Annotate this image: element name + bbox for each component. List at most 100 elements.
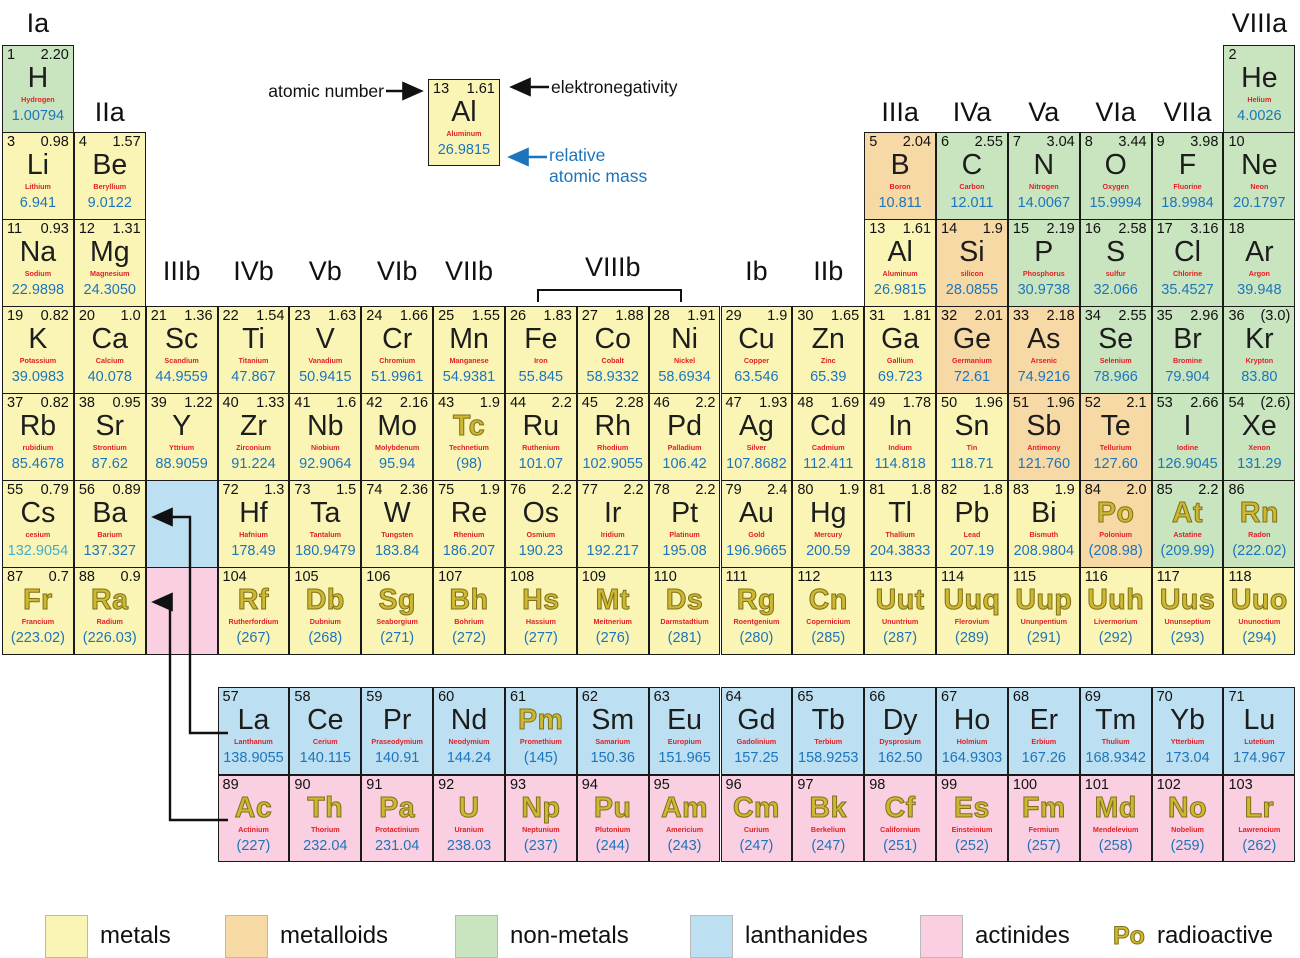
element-name: sulfur: [1105, 269, 1126, 278]
element-name: Iridium: [600, 530, 625, 539]
element-cell-Si: 14 1.9 Si silicon 28.0855: [936, 219, 1008, 307]
atomic-mass: (243): [667, 837, 702, 854]
element-symbol: N: [1033, 149, 1055, 181]
element-symbol: Te: [1100, 410, 1131, 442]
atomic-mass: 150.36: [590, 750, 635, 766]
element-cell-Cl: 17 3.16 Cl Chlorine 35.4527: [1151, 219, 1224, 307]
element-name: Zirconium: [236, 443, 271, 452]
element-name: Phosphorus: [1022, 269, 1065, 278]
element-name: Helium: [1247, 95, 1272, 104]
electronegativity: 2.36: [399, 482, 429, 498]
relative-atomic-mass-line1: relative: [549, 145, 606, 165]
element-name: Iron: [534, 356, 548, 365]
element-cell-Fm: 100 Fm Fermium (257): [1007, 774, 1080, 862]
cell-header-row: 69: [1081, 688, 1151, 705]
element-name: Palladium: [667, 443, 702, 452]
electronegativity: 2.19: [1046, 221, 1075, 237]
cell-header-row: 33 2.18: [1009, 307, 1079, 324]
cell-header-row: 105: [290, 568, 360, 585]
atomic-mass: 26.9815: [873, 282, 927, 298]
atomic-mass: 18.9984: [1161, 195, 1214, 211]
element-symbol: V: [315, 323, 335, 355]
electronegativity: 1.61: [466, 80, 495, 97]
element-name: rubidium: [22, 443, 54, 452]
cell-header-row: 1 2.20: [3, 46, 73, 63]
element-name: Bohrium: [454, 617, 484, 626]
element-symbol: Ne: [1241, 149, 1278, 181]
cell-header-row: 97: [793, 776, 863, 793]
actinide-placeholder-cell: [145, 567, 218, 655]
atomic-mass: 192.217: [586, 543, 639, 559]
legend-item-actinides: actinides: [920, 914, 1070, 958]
cell-header-row: 77 2.2: [578, 481, 648, 498]
cell-header-row: 62: [578, 688, 648, 705]
atomic-number: 107: [438, 569, 463, 585]
atomic-mass: (271): [380, 630, 415, 646]
element-symbol: Co: [594, 323, 631, 355]
atomic-number: 32: [941, 308, 958, 324]
element-name: Carbon: [959, 182, 985, 191]
element-symbol: Cn: [808, 584, 848, 616]
atomic-mass: 208.9804: [1013, 543, 1075, 559]
element-symbol: Ca: [91, 323, 128, 355]
atomic-number: 49: [869, 395, 886, 411]
element-cell-O: 8 3.44 O Oxygen 15.9994: [1079, 132, 1152, 220]
legend-item-non-metals: non-metals: [455, 914, 629, 958]
element-name: Niobium: [310, 443, 340, 452]
atomic-mass: 78.966: [1093, 369, 1138, 385]
element-name: Einsteinium: [951, 824, 993, 834]
element-symbol: Fr: [23, 584, 53, 616]
element-cell-Sb: 51 1.96 Sb Antimony 121.760: [1007, 393, 1080, 481]
cell-header-row: 111: [722, 568, 792, 585]
element-symbol: Ho: [953, 704, 991, 736]
element-name: Calcium: [95, 356, 124, 365]
electronegativity: 1.96: [1046, 395, 1075, 411]
element-symbol: No: [1168, 791, 1208, 824]
atomic-number: 33: [1012, 308, 1030, 324]
atomic-number: 80: [797, 482, 814, 498]
element-symbol: Uup: [1015, 584, 1073, 616]
cell-header-row: 11 0.93: [3, 220, 73, 237]
cell-header-row: 64: [722, 688, 792, 705]
element-cell-Uuq: 114 Uuq Flerovium (289): [936, 567, 1008, 655]
cell-header-row: 2: [1224, 46, 1294, 63]
element-symbol: Cd: [810, 410, 847, 442]
atomic-mass: 238.03: [446, 837, 492, 854]
element-name: Nobelium: [1171, 824, 1204, 834]
atomic-mass: 114.818: [874, 456, 926, 472]
cell-header-row: 118: [1224, 568, 1294, 585]
element-cell-Cd: 48 1.69 Cd Cadmium 112.411: [792, 393, 865, 481]
element-name: Terbium: [814, 737, 843, 746]
element-name: Roentgenium: [733, 617, 780, 626]
atomic-mass: 200.59: [806, 543, 851, 559]
element-name: Barium: [97, 530, 123, 539]
element-symbol: Sr: [95, 410, 125, 442]
element-cell-Cu: 29 1.9 Cu Copper 63.546: [720, 306, 793, 394]
cell-header-row: 12 1.31: [75, 220, 145, 237]
cell-header-row: 96: [722, 776, 792, 793]
cell-header-row: 57: [219, 688, 289, 705]
element-cell-F: 9 3.98 F Fluorine 18.9984: [1151, 132, 1224, 220]
electronegativity: 1.83: [543, 308, 572, 324]
element-symbol: Tl: [888, 497, 912, 529]
atomic-mass: 55.845: [518, 369, 564, 385]
atomic-mass: (98): [456, 456, 482, 472]
cell-header-row: 43 1.9: [434, 394, 504, 411]
element-cell-Te: 52 2.1 Te Tellurium 127.60: [1079, 393, 1152, 481]
element-symbol: Pt: [671, 497, 699, 529]
electronegativity: 1.55: [471, 308, 500, 324]
cell-header-row: 101: [1081, 776, 1151, 793]
element-name: Strontium: [92, 443, 127, 452]
atomic-number: 27: [581, 308, 598, 324]
atomic-mass: 95.94: [379, 456, 416, 472]
group-label-IIa: IIa: [94, 97, 125, 127]
atomic-mass: 88.9059: [155, 456, 208, 472]
atomic-number: 62: [581, 689, 598, 705]
element-name: Molybdenum: [375, 443, 420, 452]
electronegativity: 1.3: [264, 482, 285, 498]
cell-header-row: 71: [1224, 688, 1294, 705]
atomic-mass: 118.71: [950, 456, 994, 472]
electronegativity: 1.0: [120, 308, 141, 324]
element-cell-Bk: 97 Bk Berkelium (247): [792, 774, 865, 862]
electronegativity: 1.78: [902, 395, 932, 411]
